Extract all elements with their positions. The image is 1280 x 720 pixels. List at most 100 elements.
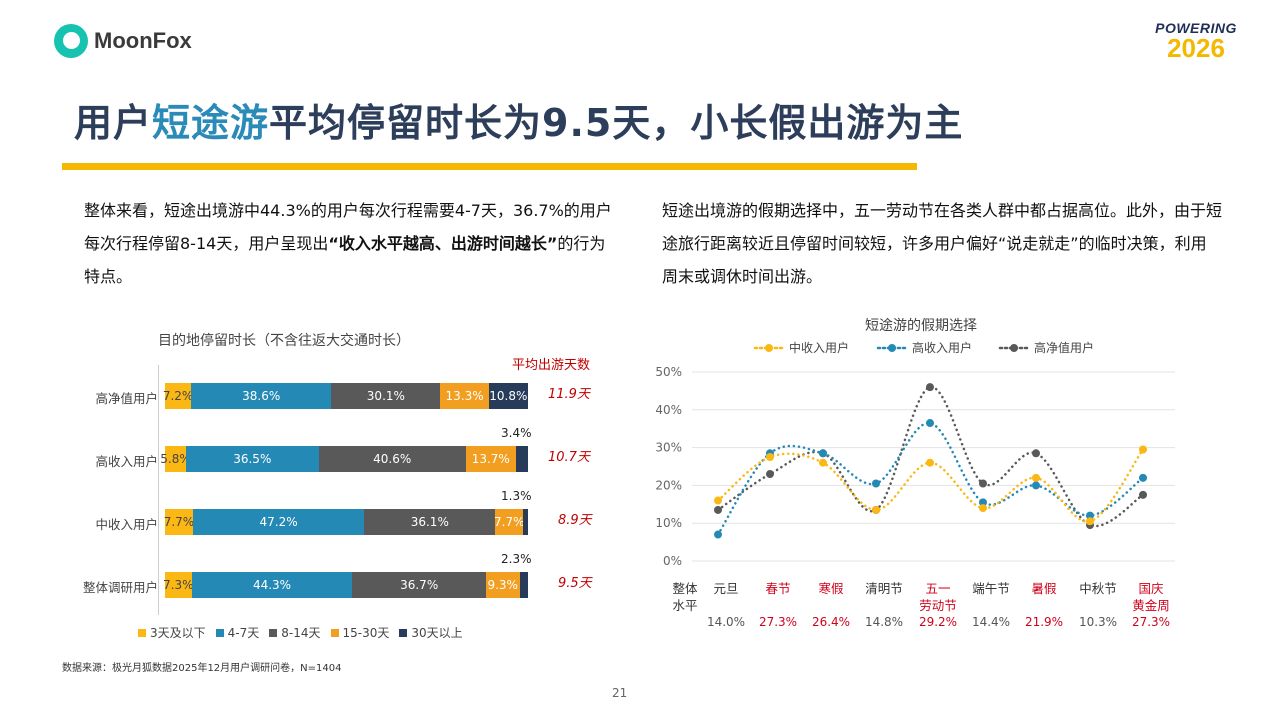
x-category-label: 元旦 bbox=[713, 581, 738, 596]
legend-swatch bbox=[215, 629, 224, 637]
bar-segment: 7.2% bbox=[163, 383, 193, 409]
stacked-bar: 7.7% 47.2% 36.1% 7.7% bbox=[164, 509, 528, 535]
legend-swatch bbox=[269, 629, 278, 637]
bar-segment: 7.3% bbox=[163, 572, 194, 598]
data-point bbox=[1032, 481, 1040, 490]
legend-label: 8-14天 bbox=[281, 626, 321, 640]
overall-row-label: 整体 bbox=[672, 581, 698, 596]
legend-marker bbox=[888, 344, 896, 352]
data-point bbox=[872, 505, 880, 514]
avg-days-value: 10.7天 bbox=[548, 450, 590, 465]
x-category-label: 劳动节 bbox=[919, 598, 957, 613]
avg-days-value: 11.9天 bbox=[548, 387, 590, 402]
avg-days-value: 8.9天 bbox=[558, 513, 592, 528]
y-tick-label: 30% bbox=[655, 441, 682, 455]
stacked-bar: 7.3% 44.3% 36.7% 9.3% bbox=[163, 572, 528, 598]
data-point bbox=[1086, 517, 1094, 526]
bar-segment: 10.8% bbox=[488, 383, 528, 409]
overall-value: 29.2% bbox=[919, 615, 957, 629]
legend-label: 中收入用户 bbox=[789, 340, 849, 355]
legend-label: 高净值用户 bbox=[1034, 340, 1094, 355]
data-point bbox=[766, 470, 774, 479]
data-point bbox=[714, 496, 722, 505]
bar-segment: 36.7% bbox=[352, 572, 486, 598]
bar-segment: 44.3% bbox=[191, 572, 353, 598]
bar-segment: 36.5% bbox=[186, 446, 319, 472]
data-point bbox=[1086, 511, 1094, 520]
bar-category-label: 高净值用户 bbox=[95, 391, 158, 406]
data-source: 数据来源：极光月狐数据2025年12月用户调研问卷，N=1404 bbox=[62, 663, 342, 674]
data-point bbox=[766, 453, 774, 462]
legend-marker bbox=[1010, 344, 1018, 352]
left-text-a: 整体来看，短途出境游中44.3%的用户每次行程需要4-7天，36.7%的用户每次… bbox=[84, 201, 612, 253]
x-category-label: 春节 bbox=[765, 581, 790, 596]
left-text-b: 的行为特点。 bbox=[84, 234, 606, 286]
legend-swatch bbox=[399, 629, 408, 637]
legend-label: 30天以上 bbox=[411, 626, 463, 640]
legend-item: 8-14天 bbox=[269, 624, 321, 641]
bar-category-label: 整体调研用户 bbox=[82, 580, 158, 595]
page-title: 用户短途游平均停留时长为9.5天，小长假出游为主 bbox=[74, 92, 963, 147]
bar-segment: 13.3% bbox=[440, 383, 489, 409]
x-category-label: 寒假 bbox=[818, 581, 844, 596]
data-point bbox=[926, 419, 934, 428]
bar-small-label: 1.3% bbox=[501, 489, 532, 503]
bar-segment: 9.3% bbox=[485, 572, 520, 598]
series-line bbox=[716, 385, 1145, 528]
data-point bbox=[819, 449, 827, 458]
bar-chart-title: 目的地停留时长（不含往返大交通时长） bbox=[158, 333, 410, 349]
overall-value: 26.4% bbox=[812, 615, 850, 629]
x-category-label: 黄金周 bbox=[1132, 598, 1170, 613]
x-category-label: 端午节 bbox=[972, 581, 1010, 596]
brand-top: POWERING bbox=[1155, 20, 1237, 36]
y-tick-label: 0% bbox=[663, 554, 682, 568]
logo-text: MoonFox bbox=[94, 28, 192, 53]
legend-item: 30天以上 bbox=[399, 624, 463, 641]
bar-category-label: 高收入用户 bbox=[95, 454, 158, 469]
x-category-label: 中秋节 bbox=[1079, 581, 1117, 596]
data-point bbox=[872, 479, 880, 488]
x-category-label: 五一 bbox=[925, 581, 950, 596]
legend-swatch bbox=[330, 629, 339, 637]
y-tick-label: 10% bbox=[655, 516, 682, 530]
x-category-label: 国庆 bbox=[1138, 581, 1164, 596]
series-line bbox=[716, 421, 1145, 536]
left-paragraph: 整体来看，短途出境游中44.3%的用户每次行程需要4-7天，36.7%的用户每次… bbox=[84, 194, 614, 293]
data-point bbox=[979, 504, 987, 513]
right-paragraph: 短途出境游的假期选择中，五一劳动节在各类人群中都占据高位。此外，由于短途旅行距离… bbox=[662, 201, 1223, 286]
left-text-bold: “收入水平越高、出游时间越长” bbox=[328, 234, 558, 253]
legend-item: 4-7天 bbox=[215, 624, 259, 641]
data-point bbox=[979, 498, 987, 507]
data-point bbox=[714, 530, 722, 539]
stacked-bar: 5.8% 36.5% 40.6% 13.7% bbox=[160, 446, 528, 472]
overall-value: 27.3% bbox=[1132, 615, 1170, 629]
legend-label: 高收入用户 bbox=[912, 340, 972, 355]
bar-segment: 13.7% bbox=[465, 446, 516, 472]
x-category-label: 暑假 bbox=[1031, 581, 1057, 596]
bar-legend: 3天及以下 4-7天 8-14天 15-30天 30天以上 bbox=[138, 624, 463, 641]
moonfox-logo-icon bbox=[54, 24, 88, 58]
legend-item: 15-30天 bbox=[330, 624, 389, 641]
title-underline bbox=[62, 163, 917, 170]
data-point bbox=[819, 458, 827, 467]
legend-swatch bbox=[138, 629, 146, 637]
data-point bbox=[926, 458, 934, 467]
x-category-label: 清明节 bbox=[865, 581, 903, 596]
overall-value: 14.8% bbox=[865, 615, 903, 629]
bar-segment: 5.8% bbox=[160, 446, 191, 472]
overall-value: 27.3% bbox=[759, 615, 797, 629]
bar-axis bbox=[158, 365, 159, 615]
bar-segment bbox=[519, 572, 528, 598]
bar-segment: 40.6% bbox=[318, 446, 466, 472]
powering-2026-logo: POWERING 2026 bbox=[1146, 20, 1246, 70]
brand-year: 2026 bbox=[1167, 33, 1225, 63]
bar-small-label: 2.3% bbox=[501, 552, 532, 566]
title-part2: 平均停留时长为9.5天，小长假出游为主 bbox=[269, 101, 964, 145]
bar-segment: 36.1% bbox=[364, 509, 496, 535]
bar-segment: 7.7% bbox=[164, 509, 194, 535]
stacked-bar: 7.2% 38.6% 30.1% 13.3% 10.8% bbox=[163, 383, 528, 409]
bar-segment: 7.7% bbox=[494, 509, 525, 535]
data-point bbox=[1032, 449, 1040, 458]
legend-label: 3天及以下 bbox=[150, 626, 206, 640]
